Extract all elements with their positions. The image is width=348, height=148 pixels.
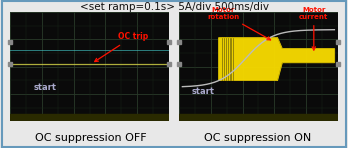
- Text: OC trip: OC trip: [95, 32, 148, 62]
- Text: OC suppression OFF: OC suppression OFF: [35, 133, 146, 143]
- Bar: [10, 114, 169, 121]
- Bar: [179, 114, 338, 121]
- Text: start: start: [34, 83, 57, 92]
- Text: Motor
current: Motor current: [299, 7, 329, 50]
- Text: <set ramp=0.1s> 5A/div 500ms/div: <set ramp=0.1s> 5A/div 500ms/div: [79, 2, 269, 12]
- Text: start: start: [191, 87, 214, 96]
- Text: OC suppression ON: OC suppression ON: [204, 133, 311, 143]
- Text: Motor
rotation: Motor rotation: [207, 7, 271, 40]
- Polygon shape: [219, 38, 334, 80]
